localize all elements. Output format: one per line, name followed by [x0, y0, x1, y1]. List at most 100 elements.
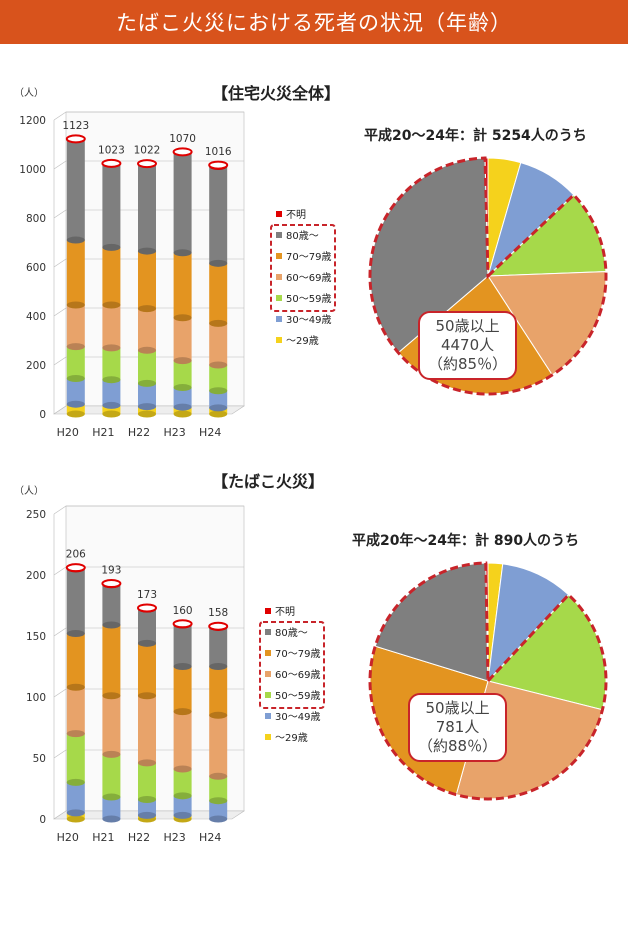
bar-segment [66, 346, 85, 379]
bar-segment [173, 317, 192, 361]
bar-segment [66, 378, 85, 405]
y-axis-unit: （人） [14, 87, 44, 99]
y-tick-label: 400 [26, 311, 46, 323]
callout-line: 781人 [435, 718, 480, 736]
legend-label: 30～49歳 [275, 711, 320, 723]
bar-segment [66, 404, 85, 414]
y-tick-label: 600 [26, 262, 46, 274]
legend-swatch [276, 295, 282, 301]
x-tick-label: H20 [57, 831, 79, 844]
bar-segment-base [173, 314, 192, 322]
legend-swatch [265, 650, 271, 656]
bar-segment [173, 666, 192, 712]
page-title: たばこ火災における死者の状況（年齢） [116, 11, 512, 35]
legend-swatch [276, 274, 282, 280]
bar-total-label: 206 [66, 549, 86, 561]
legend-highlight-box [270, 224, 336, 312]
legend-label: 50～59歳 [275, 690, 320, 702]
bar-segment [66, 733, 85, 783]
bar-segment [66, 304, 85, 347]
gridline [53, 566, 67, 576]
bar-segment [173, 252, 192, 318]
legend-label: 不明 [275, 606, 295, 618]
y-tick-label: 50 [33, 753, 46, 765]
bar-segment-base [102, 301, 121, 309]
bar-segment [66, 240, 85, 305]
bar-segment [209, 263, 228, 324]
bar-segment-base [209, 361, 228, 369]
bar-segment [66, 568, 85, 634]
legend-swatch [276, 337, 282, 343]
bar-segment-base [209, 259, 228, 267]
bar-segment-base [173, 792, 192, 800]
bar-segment-base [138, 811, 156, 819]
bar-segment-base [66, 343, 85, 351]
bar-segment [102, 164, 121, 248]
bar-total-label: 173 [137, 589, 157, 601]
bar-chart-residential: （人） 0 200 400 600 800 1000 1200 1123 H20 1023 H21 10… [14, 87, 336, 439]
bar-segment-base [102, 243, 121, 251]
gridline [53, 307, 67, 317]
legend-swatch [265, 629, 271, 635]
page-title-banner: たばこ火災における死者の状況（年齢） [0, 0, 628, 44]
bar-segment [138, 308, 156, 351]
legend-swatch [276, 211, 282, 217]
gridline [53, 160, 67, 170]
bar-segment-base [209, 772, 228, 780]
pie-chart-title: 平成20年～24年：計 890人のうち [352, 533, 580, 549]
gridline [53, 209, 67, 219]
bar-segment-base [173, 384, 192, 392]
y-tick-label: 200 [26, 360, 46, 372]
bar-segment [138, 164, 156, 252]
bar-segment [209, 365, 228, 391]
bar-segment-base [138, 410, 156, 418]
legend-label: 30～49歳 [286, 314, 331, 326]
bar-segment-base [209, 815, 228, 823]
pie-chart-tobacco [368, 561, 608, 801]
bar-segment-base [102, 621, 121, 629]
bar-segment-base [66, 630, 85, 638]
pie-slice [374, 562, 489, 682]
gridline [53, 111, 67, 121]
x-tick-label: H23 [163, 831, 185, 844]
legend-label: 不明 [286, 209, 306, 221]
bar-total-label: 1016 [205, 146, 232, 158]
bar-segment [173, 711, 192, 769]
y-tick-label: 100 [26, 692, 46, 704]
bar-segment [173, 795, 192, 816]
bar-segment-base [173, 708, 192, 716]
bar-total-label: 1023 [98, 144, 125, 156]
bar-segment [66, 139, 85, 241]
bar-segment-base [138, 692, 156, 700]
bar-segment-base [102, 401, 121, 409]
y-tick-label: 800 [26, 213, 46, 225]
bar-segment-base [102, 815, 121, 823]
x-tick-label: H23 [163, 426, 185, 439]
bar-segment [138, 350, 156, 384]
bar-segment-base [138, 379, 156, 387]
bar-segment-base [66, 730, 85, 738]
bar-segment [102, 379, 121, 406]
bar-segment-base [102, 376, 121, 384]
x-tick-label: H24 [199, 426, 221, 439]
bar-segment [138, 383, 156, 407]
gridline [53, 505, 67, 515]
bar-segment-base [209, 319, 228, 327]
bar-segment-base [66, 301, 85, 309]
bar-segment-base [102, 793, 121, 801]
bar-segment-base [173, 249, 192, 257]
pie-chart-title: 平成20～24年：計 5254人のうち [364, 128, 587, 144]
bar-segment [102, 584, 121, 626]
bar-segment [173, 625, 192, 667]
legend-label: ～29歳 [275, 732, 308, 744]
x-tick-label: H21 [92, 426, 114, 439]
legend-label: 50～59歳 [286, 293, 331, 305]
bar-segment [66, 782, 85, 813]
legend-swatch [265, 608, 271, 614]
callout-line: （約85％） [428, 355, 508, 373]
bar-segment [209, 390, 228, 408]
callout-line: 4470人 [440, 336, 495, 354]
legend-label: ～29歳 [286, 335, 319, 347]
y-tick-label: 250 [26, 509, 46, 521]
bar-segment [209, 776, 228, 801]
